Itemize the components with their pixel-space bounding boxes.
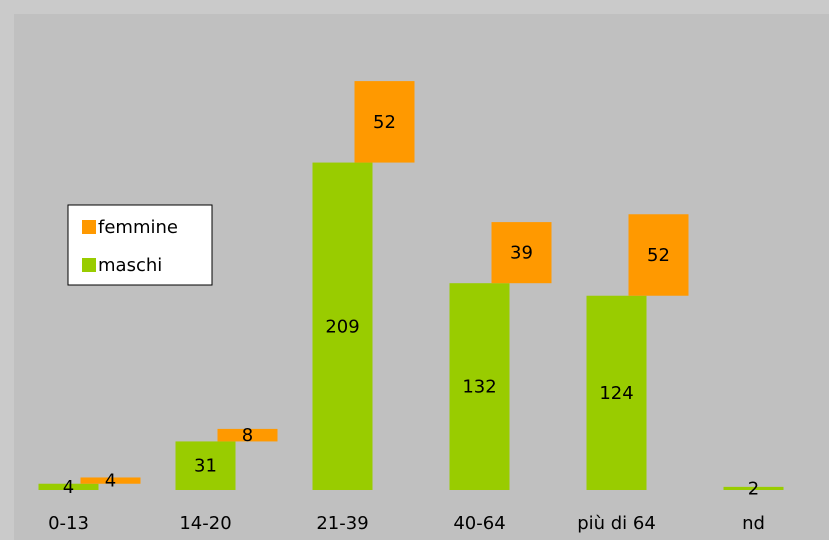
data-label: 4 [105,471,116,492]
x-tick-label: 21-39 [316,513,368,534]
bar [38,483,99,490]
legend-label: maschi [98,255,162,276]
legend-swatch [82,220,96,234]
bar [80,477,141,484]
data-label: 209 [325,316,359,337]
bar [723,486,784,490]
legend-label: femmine [98,217,178,238]
bar [175,441,236,490]
bar [491,222,552,284]
data-label: 124 [599,383,633,404]
x-tick-label: 0-13 [48,513,89,534]
legend-swatch [82,258,96,272]
data-label: 52 [647,245,670,266]
x-tick-label: nd [742,513,765,534]
bar [354,81,415,163]
data-label: 132 [462,377,496,398]
bar [312,162,373,491]
x-tick-label: 40-64 [453,513,505,534]
legend: femmine maschi [67,204,213,286]
bar [217,428,278,442]
bar [628,214,689,296]
bar [449,283,510,490]
x-tick-label: 14-20 [179,513,231,534]
data-label: 2 [748,478,759,499]
x-tick-label: più di 64 [577,513,656,534]
bar [586,295,647,490]
data-label: 39 [510,243,533,264]
data-label: 4 [63,477,74,498]
data-label: 52 [373,112,396,133]
data-label: 8 [242,425,253,446]
data-label: 31 [194,456,217,477]
